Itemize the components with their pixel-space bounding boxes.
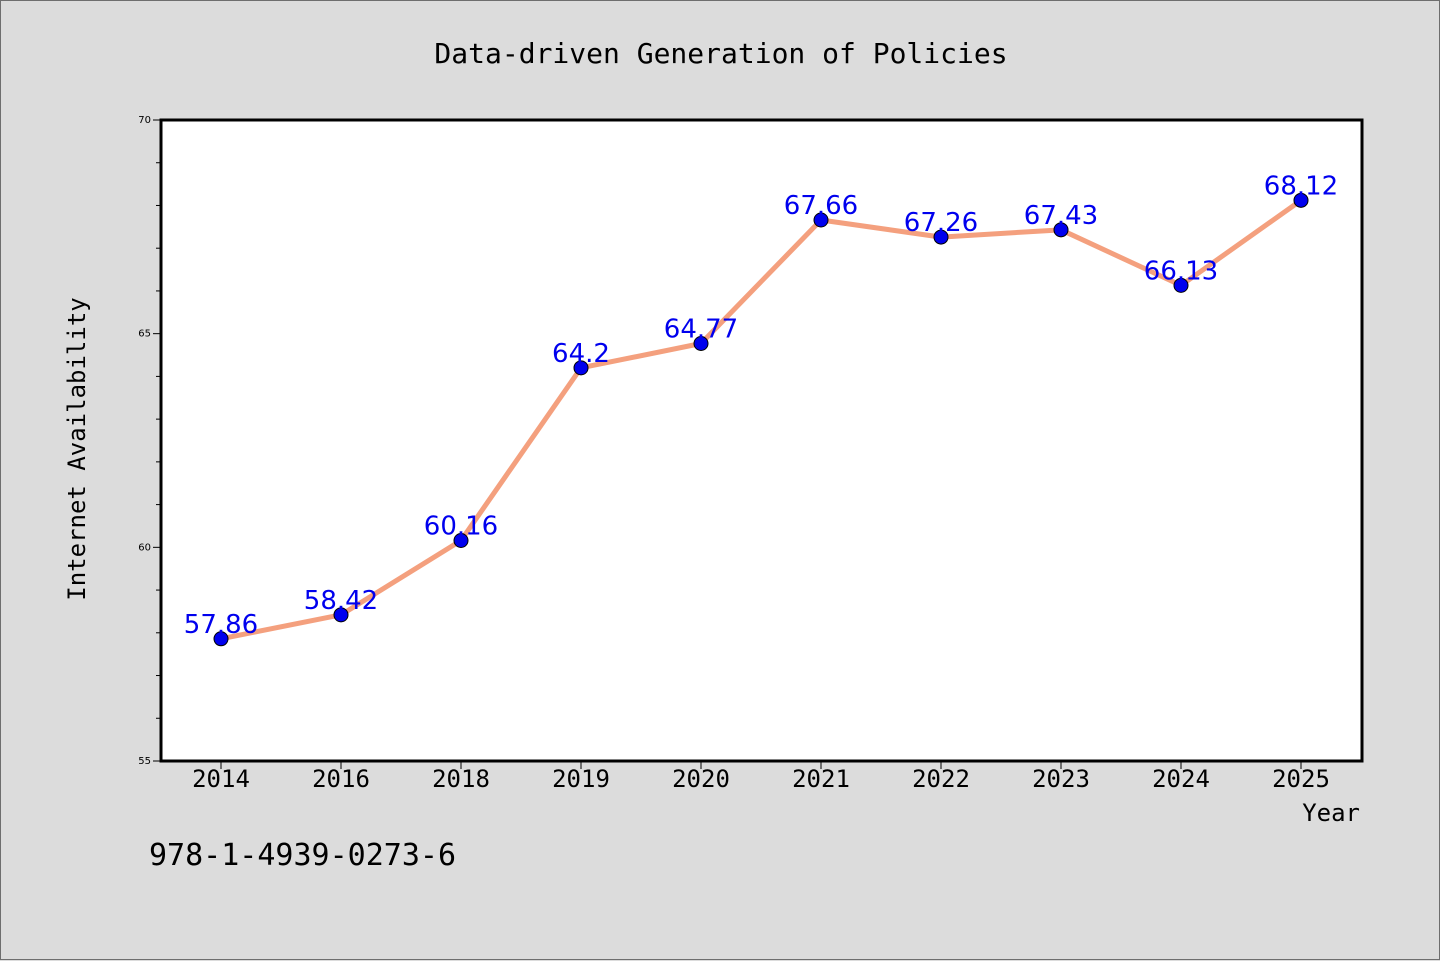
- x-tick-label: 2018: [432, 765, 490, 793]
- x-tick-label: 2014: [192, 765, 250, 793]
- data-label: 58.42: [304, 586, 378, 616]
- y-axis-label: Internet Availability: [63, 297, 91, 600]
- y-tick-label: 70: [138, 115, 151, 126]
- data-point: [453, 532, 469, 548]
- data-point: [333, 607, 349, 623]
- data-label: 68.12: [1264, 171, 1338, 201]
- x-tick-label: 2021: [792, 765, 850, 793]
- data-label: 67.43: [1024, 201, 1098, 231]
- data-point: [1293, 192, 1309, 208]
- data-label: 67.66: [784, 191, 858, 221]
- y-tick-label: 65: [138, 329, 151, 340]
- x-axis: 2014 2016 2018 2019 2020 2021 2022 2023 2024 2025: [192, 761, 1330, 793]
- data-point: [933, 229, 949, 245]
- data-point: [573, 360, 589, 376]
- data-label: 67.26: [904, 208, 978, 238]
- data-point: [693, 335, 709, 351]
- annotation-text: 978-1-4939-0273-6: [149, 838, 456, 873]
- series-markers: [213, 192, 1309, 647]
- data-label: 60.16: [424, 511, 498, 541]
- series-line: [218, 197, 1304, 642]
- plot-area: [159, 118, 1364, 763]
- data-labels: 57.86 58.42 60.16 64.2 64.77 67.66 67.26 67.43 6…: [184, 171, 1338, 639]
- x-tick-label: 2019: [552, 765, 610, 793]
- x-tick-label: 2024: [1152, 765, 1210, 793]
- x-tick-label: 2022: [912, 765, 970, 793]
- x-tick-label: 2016: [312, 765, 370, 793]
- chart-title: Data-driven Generation of Policies: [434, 37, 1007, 70]
- data-point: [1173, 277, 1189, 293]
- x-tick-label: 2023: [1032, 765, 1090, 793]
- data-label: 64.77: [664, 314, 738, 344]
- data-point: [813, 212, 829, 228]
- x-tick-label: 2025: [1272, 765, 1330, 793]
- x-tick-label: 2020: [672, 765, 730, 793]
- data-point: [213, 631, 229, 647]
- data-label: 66.13: [1144, 256, 1218, 286]
- data-label: 57.86: [184, 610, 258, 640]
- y-tick-label: 55: [138, 756, 151, 767]
- data-point: [1053, 222, 1069, 238]
- x-axis-label: Year: [1302, 799, 1360, 827]
- y-axis: 55 60 65 70: [138, 115, 161, 767]
- y-tick-label: 60: [138, 542, 151, 553]
- data-label: 64.2: [552, 339, 610, 369]
